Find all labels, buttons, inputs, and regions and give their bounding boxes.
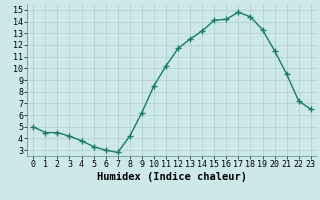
X-axis label: Humidex (Indice chaleur): Humidex (Indice chaleur): [97, 172, 247, 182]
